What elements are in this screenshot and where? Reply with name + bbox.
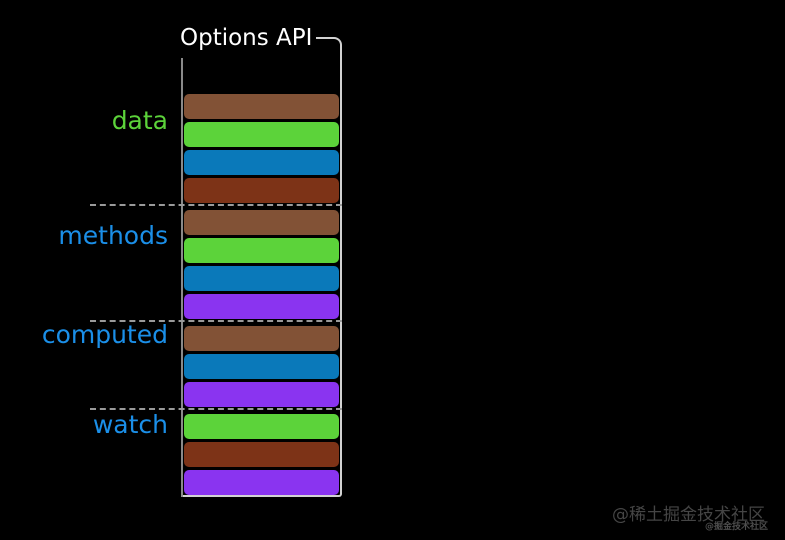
bar-purple (184, 470, 339, 495)
section-computed (184, 326, 339, 407)
section-watch (184, 414, 339, 495)
section-separator (90, 320, 342, 322)
bar-blue (184, 150, 339, 175)
bars-column (90, 94, 342, 495)
section-methods (184, 210, 339, 319)
bar-darkred (184, 178, 339, 203)
section-label-computed: computed (41, 320, 168, 349)
bar-brown (184, 210, 339, 235)
section-separator (90, 408, 342, 410)
diagram-title: Options API (180, 23, 317, 58)
options-api-box-left-border (181, 53, 183, 497)
bar-purple (184, 382, 339, 407)
section-data (184, 94, 339, 203)
bar-green (184, 238, 339, 263)
bar-purple (184, 294, 339, 319)
bar-blue (184, 266, 339, 291)
bar-green (184, 414, 339, 439)
section-separator (90, 204, 342, 206)
bar-green (184, 122, 339, 147)
watermark-primary: @稀土掘金技术社区 (612, 505, 765, 525)
watermark-secondary: @掘金技术社区 (704, 522, 768, 532)
bar-brown (184, 326, 339, 351)
bar-darkred (184, 442, 339, 467)
section-label-methods: methods (58, 221, 168, 250)
section-label-data: data (111, 106, 168, 135)
section-label-watch: watch (92, 410, 168, 439)
bar-brown (184, 94, 339, 119)
bar-blue (184, 354, 339, 379)
